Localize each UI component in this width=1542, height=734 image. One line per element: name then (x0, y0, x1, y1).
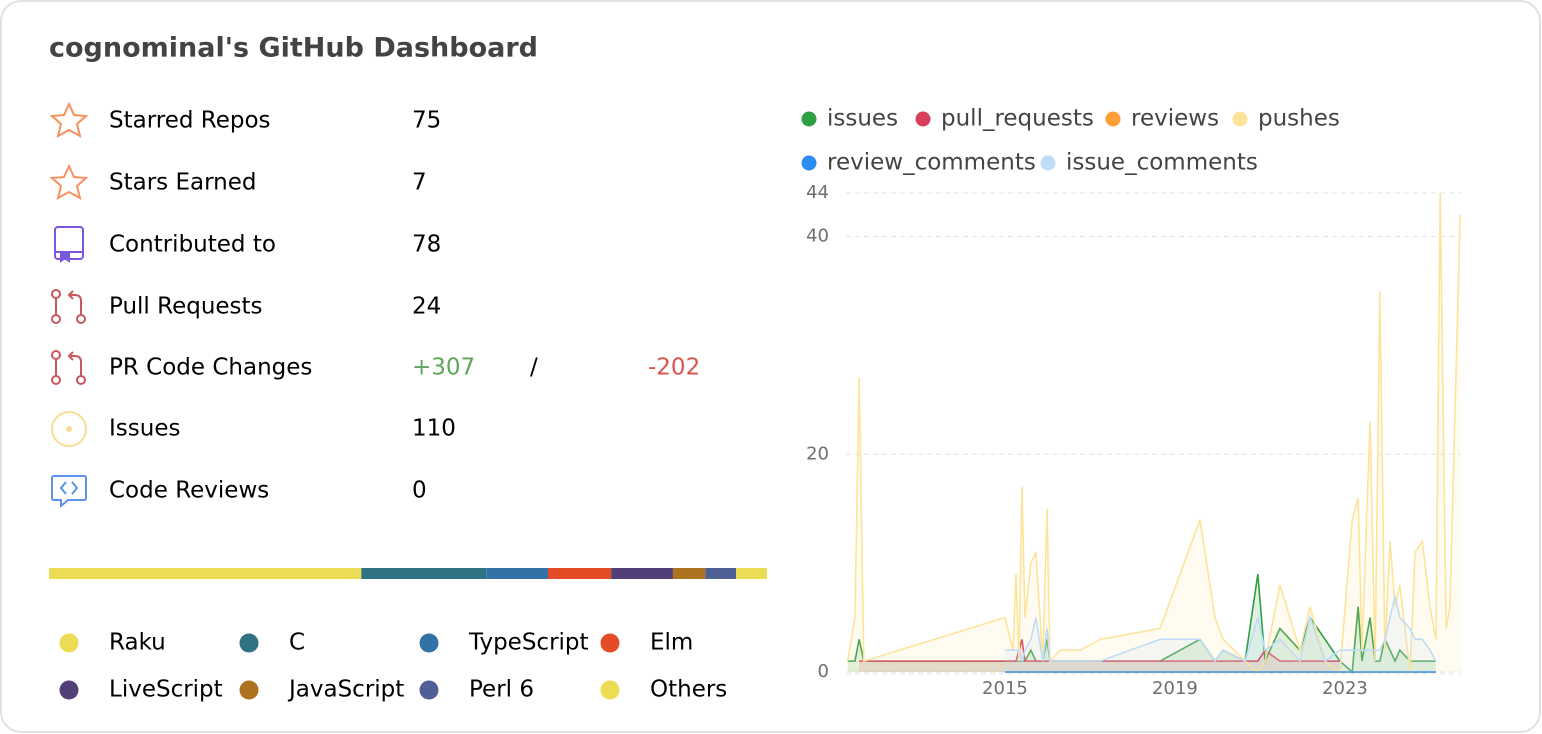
stat-value: 110 (412, 416, 456, 442)
legend-label: issues (827, 106, 898, 132)
legend-dot (801, 155, 817, 171)
language-segment (611, 568, 673, 579)
stat-separator: / (530, 355, 538, 381)
language-dot (239, 633, 259, 653)
language-name: Elm (650, 630, 693, 656)
legend-dot (1232, 111, 1248, 127)
language-segment (736, 568, 767, 579)
language-name: TypeScript (468, 630, 589, 656)
y-tick-label: 20 (806, 443, 829, 464)
legend-label: pull_requests (941, 106, 1094, 132)
language-dot (600, 680, 620, 700)
pr-icon (51, 350, 86, 385)
pr-icon (51, 289, 86, 324)
stat-label: Starred Repos (109, 108, 271, 134)
x-tick-label: 2015 (982, 678, 1028, 699)
language-segment (705, 568, 737, 579)
y-tick-label: 44 (806, 182, 829, 203)
language-segment (486, 568, 549, 579)
legend-dot (1105, 111, 1121, 127)
dashboard-title: cognominal's GitHub Dashboard (49, 33, 538, 64)
legend-dot (915, 111, 931, 127)
y-tick-label: 0 (818, 661, 829, 682)
language-name: Raku (109, 630, 166, 656)
language-name: C (289, 630, 305, 656)
star-icon (49, 163, 89, 200)
language-dot (59, 680, 79, 700)
star-icon (49, 101, 89, 138)
y-tick-label: 40 (806, 226, 829, 247)
stat-label: PR Code Changes (109, 355, 312, 381)
legend-label: reviews (1131, 106, 1219, 132)
stat-label: Code Reviews (109, 478, 269, 504)
stat-value: 78 (412, 232, 441, 258)
language-dot (239, 680, 259, 700)
language-name: LiveScript (109, 677, 223, 703)
series-area (847, 574, 1436, 672)
language-segment (548, 568, 612, 579)
stat-label: Pull Requests (109, 294, 263, 320)
legend-label: pushes (1258, 106, 1340, 132)
series-area (859, 639, 1340, 672)
stat-icons (49, 101, 89, 509)
legend-dot (801, 111, 817, 127)
series-area (847, 193, 1461, 672)
legend-dot (1040, 155, 1056, 171)
language-name: JavaScript (287, 677, 404, 703)
series-area (1004, 595, 1436, 672)
language-dot (419, 680, 439, 700)
x-tick-label: 2019 (1152, 678, 1198, 699)
language-name: Others (650, 677, 727, 703)
stat-label: Stars Earned (109, 170, 256, 196)
language-dot (600, 633, 620, 653)
language-dot (419, 633, 439, 653)
language-dot (59, 633, 79, 653)
issue-icon (51, 411, 87, 447)
legend-label: review_comments (827, 150, 1036, 176)
repo-icon (54, 226, 84, 263)
stat-value: 0 (412, 478, 427, 504)
stat-value: 24 (412, 294, 441, 320)
stat-value: 7 (412, 170, 427, 196)
language-name: Perl 6 (469, 677, 534, 703)
language-segment (672, 568, 706, 579)
x-tick-label: 2023 (1322, 678, 1368, 699)
stat-label: Issues (109, 416, 180, 442)
stat-value: 75 (412, 108, 441, 134)
stat-deletions: -202 (648, 355, 700, 381)
language-segment (49, 568, 362, 579)
series-line (1004, 595, 1437, 665)
stat-additions: +307 (412, 355, 475, 381)
legend-label: issue_comments (1066, 150, 1258, 176)
language-segment (361, 568, 487, 579)
stat-label: Contributed to (109, 232, 276, 258)
review-icon (51, 475, 87, 509)
